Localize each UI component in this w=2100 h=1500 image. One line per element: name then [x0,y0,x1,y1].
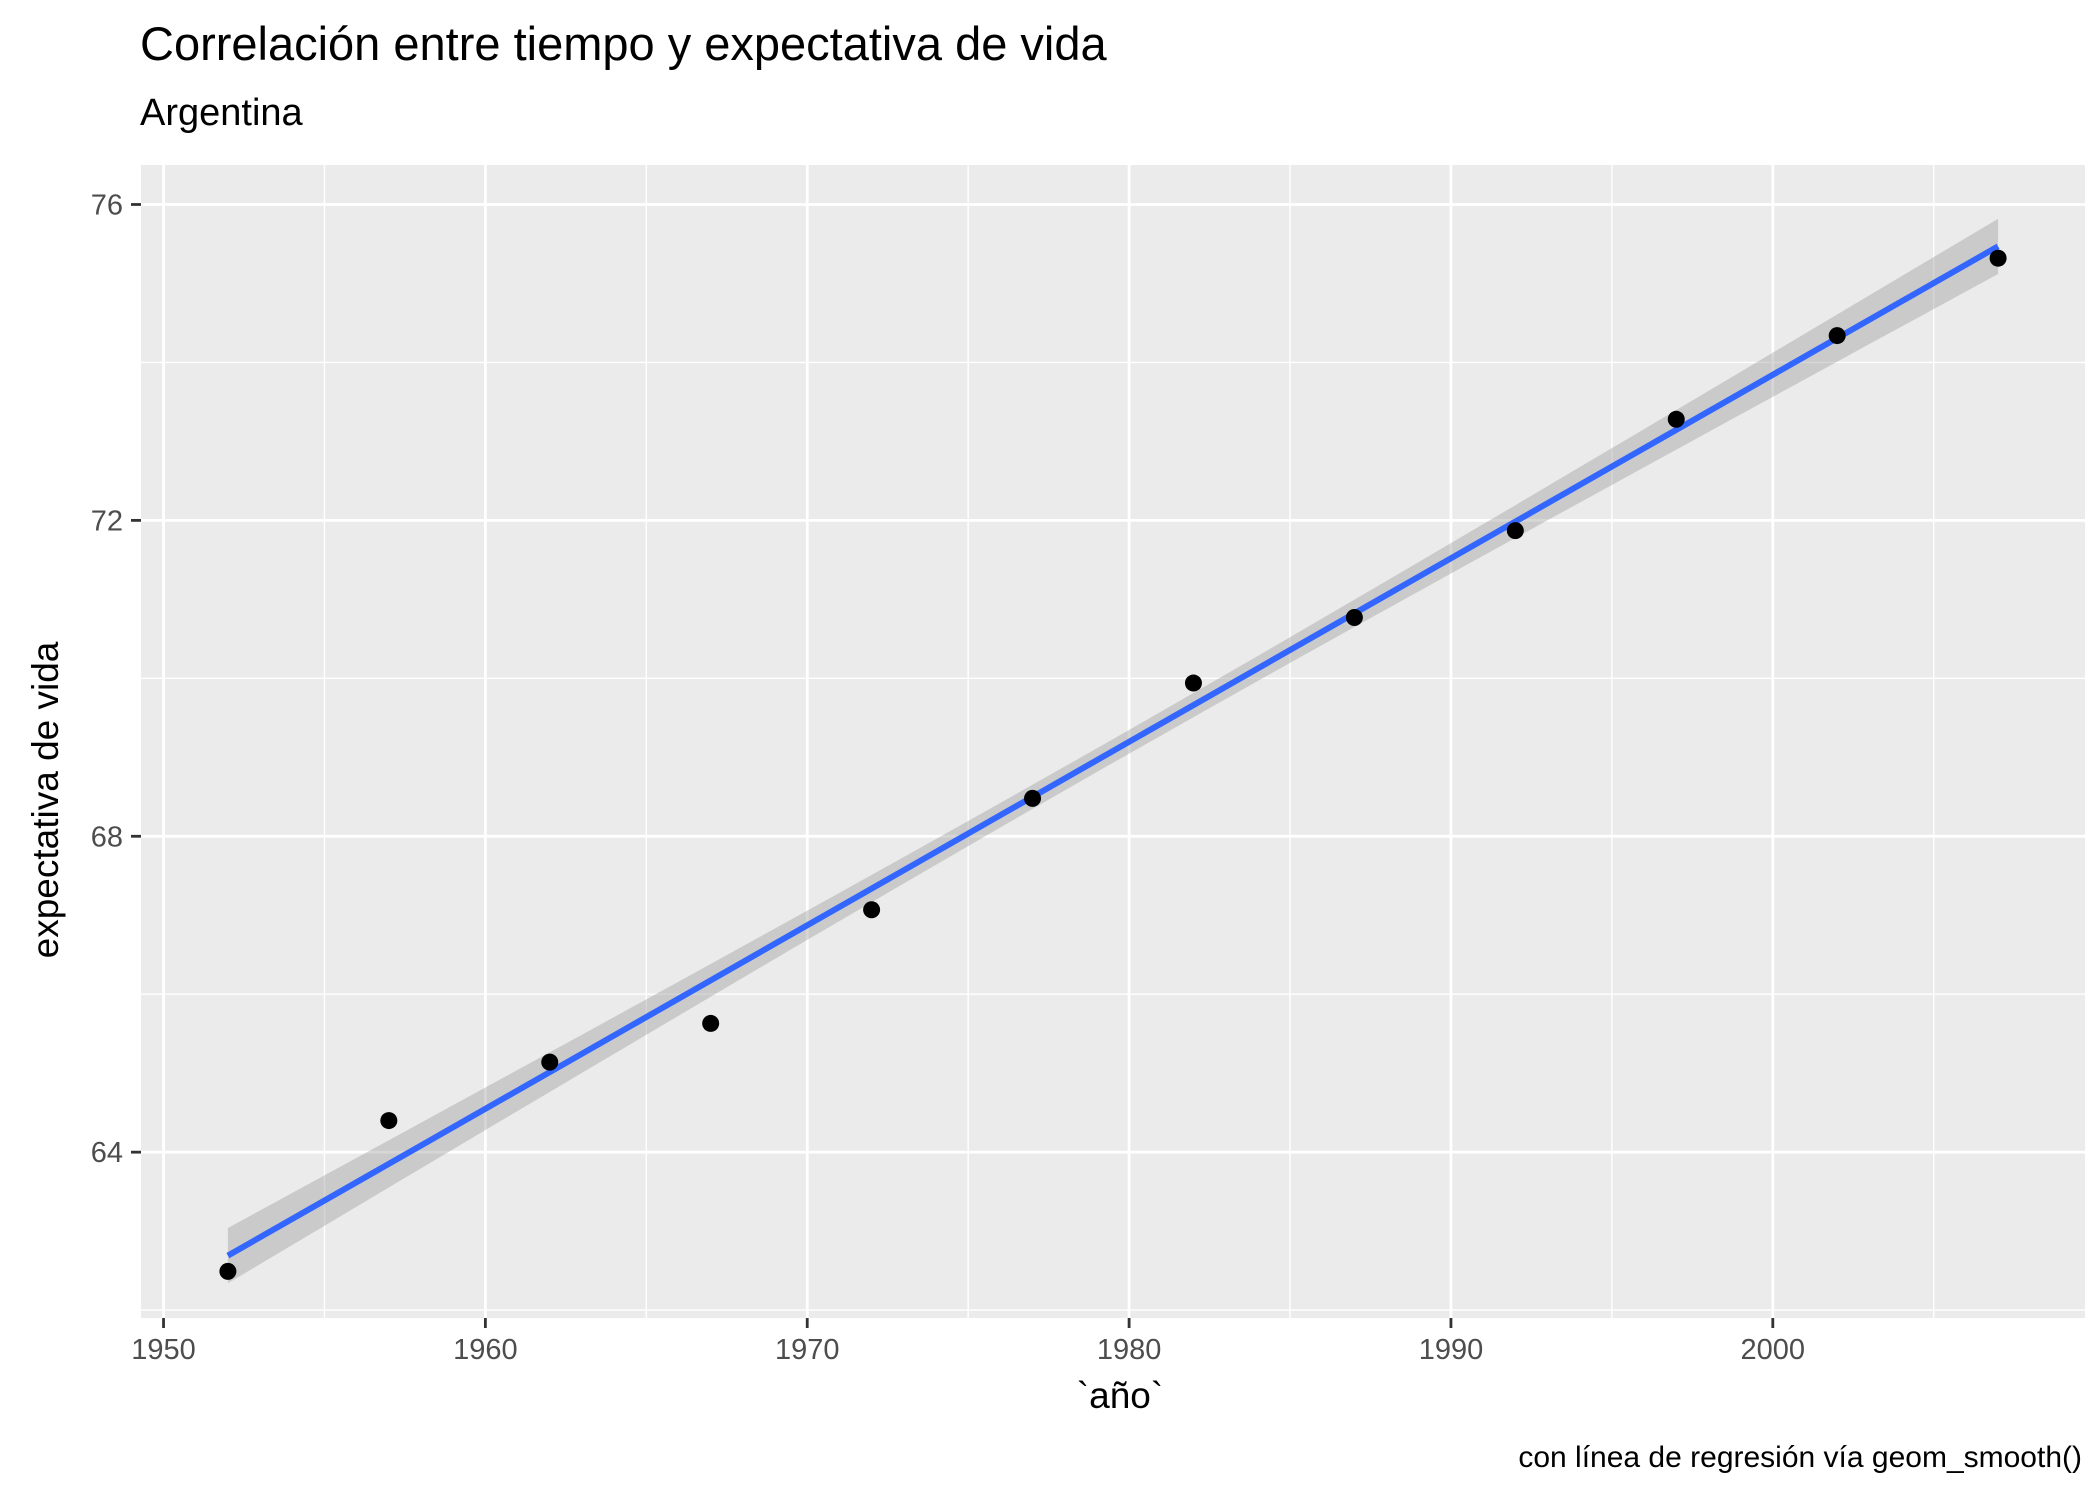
data-point [1184,674,1202,692]
data-point [1506,522,1524,540]
data-point [1667,410,1685,428]
y-tick-label: 72 [91,505,123,537]
data-point [863,901,881,919]
data-point [1989,249,2007,267]
plot-panel [141,165,2085,1318]
data-point [1345,609,1363,627]
chart-caption: con línea de regresión vía geom_smooth() [1518,1441,2082,1474]
x-axis-label: `año` [1076,1375,1164,1416]
data-point [219,1262,237,1280]
regression-line [226,243,2000,1259]
x-tick-label: 1970 [775,1334,840,1366]
y-tick-label: 76 [91,189,123,221]
data-points [219,249,2007,1280]
data-point [1024,789,1042,807]
data-point [380,1112,398,1130]
x-tick-label: 1980 [1097,1334,1162,1366]
x-tick-label: 1960 [453,1334,518,1366]
x-axis: 1950 1960 1970 1980 1990 2000 [131,1318,1805,1366]
x-tick-label: 1950 [131,1334,196,1366]
x-tick-label: 1990 [1419,1334,1484,1366]
y-tick-label: 68 [91,821,123,853]
y-axis: 64 68 72 76 [91,189,141,1169]
y-tick-label: 64 [91,1137,123,1169]
data-point [541,1053,559,1071]
x-tick-label: 2000 [1741,1334,1806,1366]
data-point [1828,327,1846,345]
data-point [702,1014,720,1032]
minor-gridlines [141,165,2085,1318]
chart-subtitle: Argentina [140,92,303,134]
chart-title: Correlación entre tiempo y expectativa d… [140,17,1107,70]
major-gridlines [141,165,2085,1318]
